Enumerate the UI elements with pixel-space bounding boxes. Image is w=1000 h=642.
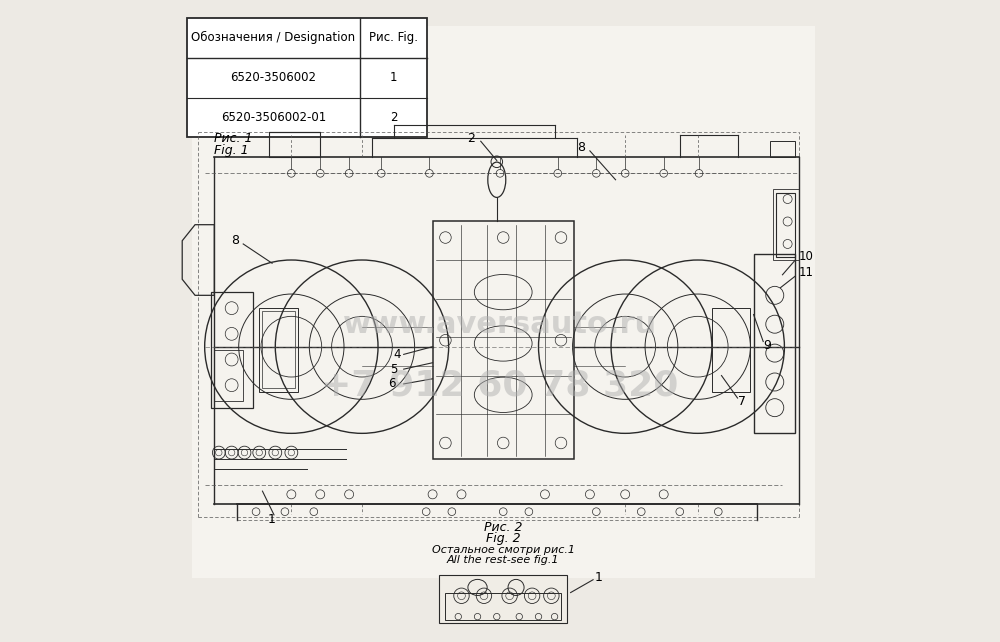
Bar bbox=[770, 141, 795, 157]
Text: +7 912 60 78 320: +7 912 60 78 320 bbox=[321, 369, 679, 402]
Text: 7: 7 bbox=[738, 395, 746, 408]
Text: 11: 11 bbox=[799, 266, 814, 279]
Text: 6520-3506002: 6520-3506002 bbox=[230, 71, 316, 84]
Text: 2: 2 bbox=[390, 111, 397, 124]
Text: Fig. 2: Fig. 2 bbox=[486, 532, 521, 545]
Text: 10: 10 bbox=[799, 250, 813, 263]
Bar bbox=[445, 593, 561, 620]
Bar bbox=[214, 350, 243, 401]
Text: 6: 6 bbox=[388, 377, 396, 390]
Text: Рис. Fig.: Рис. Fig. bbox=[369, 31, 418, 44]
Bar bbox=[187, 18, 427, 137]
Text: 8: 8 bbox=[577, 141, 585, 154]
Bar bbox=[259, 308, 298, 392]
Text: 1: 1 bbox=[390, 71, 397, 84]
Bar bbox=[262, 311, 295, 388]
Bar bbox=[712, 308, 750, 392]
Bar bbox=[269, 132, 320, 157]
Text: Рис. 1: Рис. 1 bbox=[214, 132, 253, 144]
Text: 2: 2 bbox=[467, 132, 475, 144]
Text: Рис. 2: Рис. 2 bbox=[484, 521, 522, 534]
Text: 5: 5 bbox=[390, 363, 398, 376]
Text: Обозначения / Designation: Обозначения / Designation bbox=[191, 31, 355, 44]
Bar bbox=[211, 292, 253, 408]
Text: Fig. 1: Fig. 1 bbox=[214, 144, 249, 157]
Bar bbox=[776, 193, 795, 257]
Text: All the rest-see fig.1: All the rest-see fig.1 bbox=[447, 555, 559, 565]
Text: 9: 9 bbox=[763, 339, 771, 352]
Bar bbox=[439, 575, 567, 623]
Text: 1: 1 bbox=[268, 513, 275, 526]
Text: 8: 8 bbox=[231, 234, 239, 247]
Bar bbox=[773, 189, 799, 260]
Bar bbox=[433, 221, 574, 459]
Text: 6520-3506002-01: 6520-3506002-01 bbox=[221, 111, 326, 124]
Text: www.aversauto.ru: www.aversauto.ru bbox=[343, 309, 657, 339]
Text: Остальное смотри рис.1: Остальное смотри рис.1 bbox=[432, 544, 575, 555]
Bar bbox=[754, 254, 795, 433]
Bar bbox=[192, 26, 815, 578]
Text: 4: 4 bbox=[394, 348, 401, 361]
Text: 1: 1 bbox=[594, 571, 602, 584]
